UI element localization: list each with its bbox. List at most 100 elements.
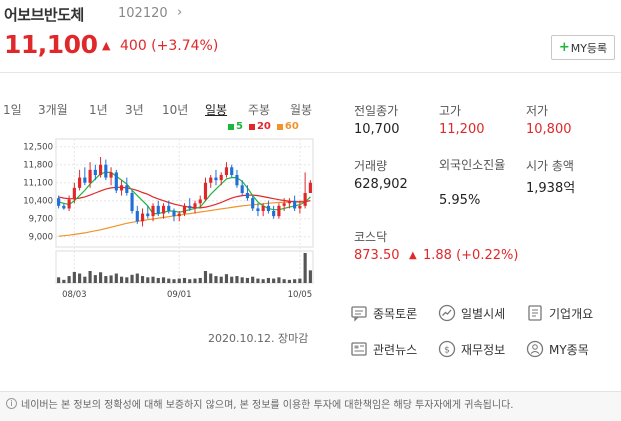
tab-1d[interactable]: 1일: [3, 103, 22, 117]
volume-bar: [67, 276, 71, 283]
high-label: 고가: [439, 104, 462, 118]
volume-bar: [114, 273, 118, 283]
daily-price-link[interactable]: 일별시세: [438, 304, 505, 322]
high-value: 11,200: [439, 122, 485, 137]
volume-bar: [308, 270, 312, 283]
chevron-right-icon[interactable]: ›: [177, 5, 183, 20]
volume-bar: [298, 278, 302, 283]
prev-close-label: 전일종가: [354, 104, 399, 118]
candle-body: [93, 169, 97, 175]
volume-bar: [203, 271, 208, 283]
kosdaq-label[interactable]: 코스닥: [354, 230, 388, 244]
volume-bar: [277, 277, 281, 283]
volume-bar: [272, 278, 276, 283]
candle-body: [308, 182, 312, 193]
plus-icon: +: [558, 40, 570, 55]
volume-bar: [177, 278, 181, 283]
daily-price-label: 일별시세: [461, 306, 506, 321]
finance-icon: $: [438, 340, 456, 358]
price-change: 400 (+3.74%): [120, 38, 219, 54]
volume-bar: [256, 278, 260, 283]
candle-body: [188, 205, 192, 209]
candle-body: [146, 213, 150, 217]
volume-bar: [57, 277, 61, 283]
candle-body: [177, 213, 181, 217]
candle-body: [119, 185, 124, 191]
news-link[interactable]: 관련뉴스: [350, 340, 417, 358]
volume-bar: [224, 274, 229, 283]
foreign-value: 5.95%: [439, 193, 481, 208]
x-tick-label: 08/03: [62, 290, 87, 300]
candle-body: [182, 205, 187, 214]
candle-body: [272, 211, 276, 217]
volume-bar: [146, 277, 150, 283]
volume-bar: [209, 273, 213, 283]
candle-body: [198, 199, 202, 204]
my-register-button[interactable]: + MY등록: [551, 35, 615, 60]
chart-legend: 5 20 60: [228, 121, 299, 132]
forum-link[interactable]: 종목토론: [350, 304, 417, 322]
volume-bar: [130, 274, 134, 283]
finance-label: 재무정보: [461, 342, 506, 357]
candle-body: [282, 203, 286, 206]
candle-body: [72, 187, 76, 200]
candle-body: [151, 205, 155, 217]
candlestick-chart[interactable]: 9,000 9,700 10,400 11,100 11,800 12,500 08/03…: [6, 135, 318, 305]
y-tick-label: 10,400: [23, 197, 53, 207]
volume-bar: [219, 276, 223, 283]
volume-bar: [235, 276, 239, 283]
candle-body: [209, 177, 213, 183]
my-stocks-label: MY종목: [549, 342, 589, 357]
candle-body: [135, 211, 139, 222]
candle-body: [287, 200, 291, 204]
candle-body: [230, 167, 234, 175]
tab-3m[interactable]: 3개월: [38, 103, 68, 117]
tab-10y[interactable]: 10년: [162, 103, 189, 117]
disclaimer: i 네이버는 본 정보의 정확성에 대해 보증하지 않으며, 본 정보를 이용한…: [6, 396, 513, 411]
candle-body: [214, 177, 218, 181]
volume-bar: [156, 277, 160, 283]
volume-bar: [119, 276, 124, 283]
tab-daily[interactable]: 일봉: [205, 103, 228, 117]
forum-label: 종목토론: [373, 306, 418, 321]
volume-bar: [282, 279, 286, 283]
volume-bar: [167, 278, 171, 283]
volume-bar: [83, 276, 87, 283]
finance-link[interactable]: $ 재무정보: [438, 340, 505, 358]
volume-bar: [62, 279, 66, 283]
volume-bar: [99, 272, 103, 283]
company-info-link[interactable]: 기업개요: [526, 304, 593, 322]
foreign-label: 외국인소진율: [439, 158, 506, 172]
y-tick-label: 12,500: [23, 143, 53, 153]
tab-3y[interactable]: 3년: [125, 103, 144, 117]
my-stocks-link[interactable]: MY종목: [526, 340, 589, 358]
candle-body: [78, 177, 82, 188]
candle-body: [172, 211, 176, 217]
market-close-date: 2020.10.12. 장마감: [208, 332, 309, 345]
volume-bar: [261, 279, 265, 283]
trend-icon: [438, 304, 456, 322]
candle-body: [57, 198, 61, 206]
volume-bar: [161, 277, 166, 283]
candle-body: [193, 203, 197, 209]
volume-bar: [266, 277, 270, 283]
stock-name[interactable]: 어보브반도체: [4, 6, 84, 24]
volume-value: 628,902: [354, 177, 408, 192]
tab-1y[interactable]: 1년: [89, 103, 108, 117]
info-icon: i: [6, 398, 17, 409]
volume-bar: [72, 271, 76, 283]
volume-bar: [245, 277, 250, 283]
volume-bar: [125, 277, 129, 283]
up-triangle-icon: ▲: [409, 250, 417, 261]
candle-body: [261, 205, 265, 211]
disclaimer-text: 네이버는 본 정보의 정확성에 대해 보증하지 않으며, 본 정보를 이용한 투…: [21, 400, 514, 411]
tab-weekly[interactable]: 주봉: [248, 103, 271, 117]
candle-body: [251, 198, 255, 209]
candle-body: [140, 213, 145, 222]
candle-body: [203, 182, 208, 200]
kosdaq-change: 1.88 (+0.22%): [423, 248, 519, 263]
candle-body: [125, 185, 129, 193]
tab-monthly[interactable]: 월봉: [290, 103, 313, 117]
x-tick-label: 10/05: [288, 290, 313, 300]
x-tick-label: 09/01: [167, 290, 192, 300]
